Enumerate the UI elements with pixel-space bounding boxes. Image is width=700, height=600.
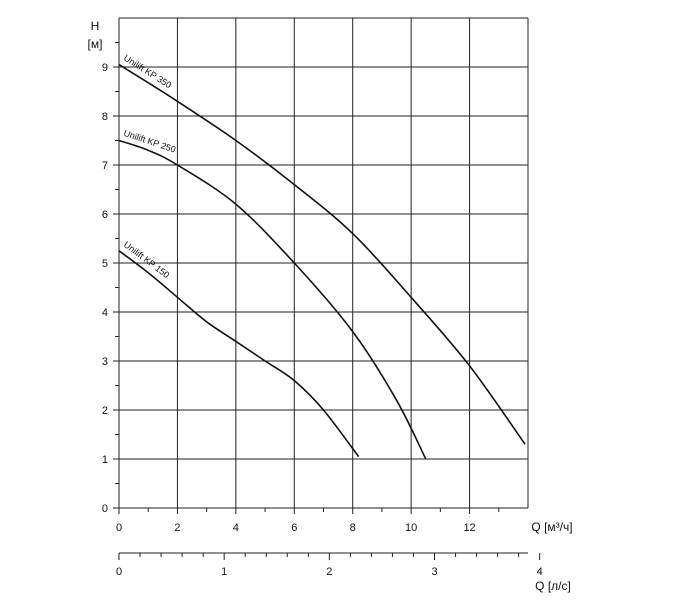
x-tick-label: 0 bbox=[116, 522, 122, 534]
x-tick-label: 6 bbox=[291, 522, 297, 534]
x-axis-title: Q [м³/ч] bbox=[531, 520, 572, 534]
x-tick-label: 2 bbox=[174, 522, 180, 534]
secondary-x-tick-label: 2 bbox=[326, 566, 332, 578]
secondary-x-axis-title: Q [л/с] bbox=[535, 579, 571, 593]
series-line bbox=[118, 139, 427, 460]
y-tick-label: 5 bbox=[102, 258, 108, 270]
y-tick-label: 6 bbox=[102, 209, 108, 221]
x-tick-label: 4 bbox=[233, 522, 239, 534]
y-tick-label: 2 bbox=[102, 405, 108, 417]
y-tick-label: 0 bbox=[102, 503, 108, 515]
x-tick-label: 10 bbox=[405, 522, 417, 534]
x-tick-label: 8 bbox=[350, 522, 356, 534]
y-axis-symbol: H bbox=[91, 19, 100, 33]
series-line bbox=[118, 250, 360, 458]
series-line bbox=[118, 63, 526, 445]
secondary-x-tick-label: 3 bbox=[431, 566, 437, 578]
y-tick-label: 4 bbox=[102, 307, 108, 319]
secondary-x-tick-label: 0 bbox=[116, 566, 122, 578]
secondary-x-tick-label: 4 bbox=[537, 566, 543, 578]
y-tick-label: 3 bbox=[102, 356, 108, 368]
x-tick-label: 12 bbox=[463, 522, 475, 534]
grid bbox=[118, 17, 529, 509]
y-tick-label: 7 bbox=[102, 160, 108, 172]
secondary-x-tick-label: 1 bbox=[221, 566, 227, 578]
y-tick-label: 1 bbox=[102, 454, 108, 466]
y-tick-label: 8 bbox=[102, 111, 108, 123]
y-axis-unit: [м] bbox=[88, 37, 103, 51]
series-label: Unilift KP 150 bbox=[122, 239, 171, 280]
y-tick-label: 9 bbox=[102, 62, 108, 74]
